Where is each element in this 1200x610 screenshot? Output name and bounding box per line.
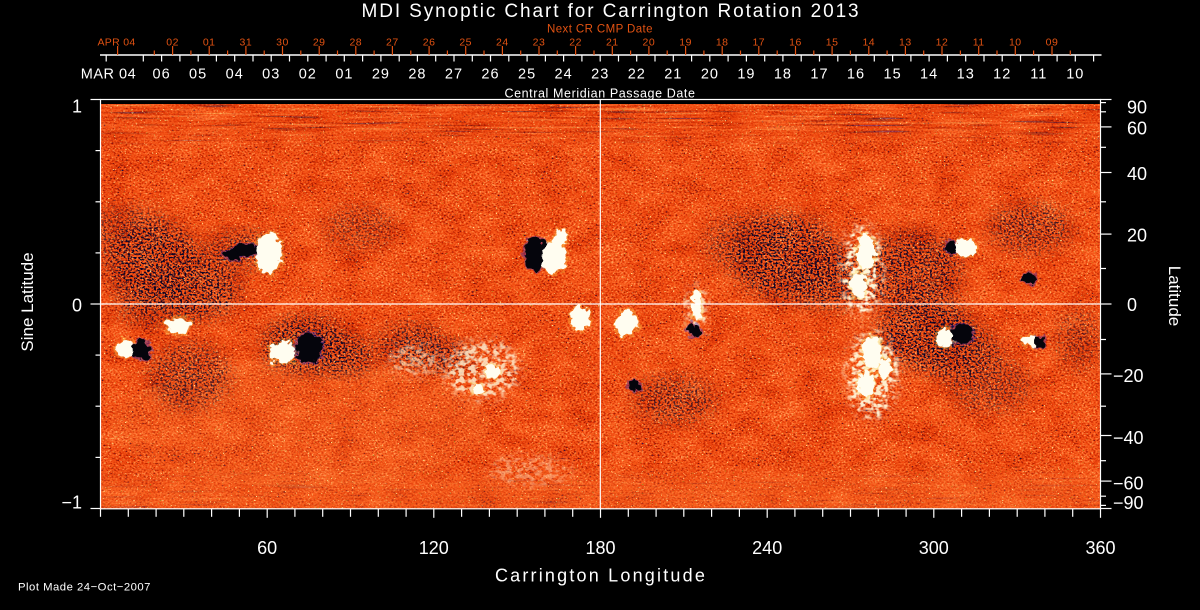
svg-text:90: 90 bbox=[1127, 98, 1147, 118]
svg-text:01: 01 bbox=[335, 67, 353, 83]
svg-text:18: 18 bbox=[716, 37, 729, 49]
svg-text:06: 06 bbox=[153, 67, 171, 83]
svg-text:02: 02 bbox=[299, 67, 317, 83]
svg-text:360: 360 bbox=[1085, 538, 1115, 558]
svg-text:0: 0 bbox=[72, 296, 82, 316]
svg-text:04: 04 bbox=[226, 67, 244, 83]
svg-text:Sine Latitude: Sine Latitude bbox=[18, 252, 37, 351]
svg-text:Plot Made 24−Oct−2007: Plot Made 24−Oct−2007 bbox=[18, 582, 151, 594]
svg-text:22: 22 bbox=[569, 37, 582, 49]
svg-text:22: 22 bbox=[628, 67, 646, 83]
svg-text:16: 16 bbox=[847, 67, 865, 83]
svg-text:300: 300 bbox=[919, 538, 949, 558]
svg-text:60: 60 bbox=[1127, 119, 1147, 139]
svg-text:24: 24 bbox=[496, 37, 509, 49]
svg-text:14: 14 bbox=[920, 67, 938, 83]
svg-text:18: 18 bbox=[774, 67, 792, 83]
svg-text:24: 24 bbox=[555, 67, 573, 83]
svg-text:13: 13 bbox=[899, 37, 912, 49]
svg-text:Latitude: Latitude bbox=[1165, 266, 1184, 327]
svg-text:23: 23 bbox=[591, 67, 609, 83]
svg-text:02: 02 bbox=[166, 37, 179, 49]
svg-text:−20: −20 bbox=[1113, 366, 1144, 386]
svg-text:20: 20 bbox=[1127, 226, 1147, 246]
svg-text:26: 26 bbox=[481, 67, 499, 83]
svg-text:12: 12 bbox=[993, 67, 1011, 83]
svg-text:31: 31 bbox=[240, 37, 253, 49]
svg-text:APR 04: APR 04 bbox=[98, 37, 136, 49]
svg-text:MDI Synoptic Chart for Carring: MDI Synoptic Chart for Carrington Rotati… bbox=[361, 1, 860, 22]
svg-text:29: 29 bbox=[372, 67, 390, 83]
svg-text:15: 15 bbox=[884, 67, 902, 83]
svg-text:20: 20 bbox=[701, 67, 719, 83]
svg-text:1: 1 bbox=[72, 97, 82, 117]
svg-text:−60: −60 bbox=[1113, 474, 1144, 494]
svg-text:01: 01 bbox=[203, 37, 216, 49]
svg-text:20: 20 bbox=[643, 37, 656, 49]
svg-text:40: 40 bbox=[1127, 164, 1147, 184]
svg-text:60: 60 bbox=[257, 538, 277, 558]
svg-text:30: 30 bbox=[276, 37, 289, 49]
svg-text:14: 14 bbox=[862, 37, 875, 49]
svg-text:19: 19 bbox=[679, 37, 692, 49]
svg-text:16: 16 bbox=[789, 37, 802, 49]
svg-text:12: 12 bbox=[936, 37, 949, 49]
svg-text:MAR 04: MAR 04 bbox=[81, 67, 136, 83]
svg-text:11: 11 bbox=[1030, 67, 1047, 83]
svg-text:26: 26 bbox=[423, 37, 436, 49]
svg-text:09: 09 bbox=[1046, 37, 1059, 49]
svg-text:25: 25 bbox=[459, 37, 472, 49]
svg-text:15: 15 bbox=[826, 37, 839, 49]
svg-text:23: 23 bbox=[533, 37, 546, 49]
svg-text:27: 27 bbox=[445, 67, 463, 83]
svg-text:−90: −90 bbox=[1113, 493, 1144, 513]
svg-text:Carrington Longitude: Carrington Longitude bbox=[495, 566, 707, 586]
svg-text:120: 120 bbox=[419, 538, 449, 558]
svg-text:17: 17 bbox=[810, 67, 828, 83]
svg-text:10: 10 bbox=[1009, 37, 1022, 49]
svg-text:05: 05 bbox=[189, 67, 207, 83]
svg-text:19: 19 bbox=[737, 67, 755, 83]
svg-text:240: 240 bbox=[752, 538, 782, 558]
svg-text:27: 27 bbox=[386, 37, 399, 49]
svg-text:11: 11 bbox=[973, 37, 985, 49]
svg-text:21: 21 bbox=[664, 67, 682, 83]
svg-text:28: 28 bbox=[349, 37, 362, 49]
svg-text:Next CR CMP Date: Next CR CMP Date bbox=[547, 24, 653, 36]
svg-text:17: 17 bbox=[752, 37, 765, 49]
svg-text:03: 03 bbox=[262, 67, 280, 83]
svg-text:−40: −40 bbox=[1113, 428, 1144, 448]
svg-text:21: 21 bbox=[606, 37, 619, 49]
svg-text:10: 10 bbox=[1066, 67, 1084, 83]
svg-text:180: 180 bbox=[585, 538, 615, 558]
svg-text:13: 13 bbox=[957, 67, 975, 83]
svg-text:29: 29 bbox=[313, 37, 326, 49]
svg-text:25: 25 bbox=[518, 67, 536, 83]
svg-text:Central Meridian Passage Date: Central Meridian Passage Date bbox=[504, 87, 695, 101]
svg-text:−1: −1 bbox=[61, 493, 82, 513]
svg-text:28: 28 bbox=[408, 67, 426, 83]
svg-text:0: 0 bbox=[1127, 295, 1137, 315]
